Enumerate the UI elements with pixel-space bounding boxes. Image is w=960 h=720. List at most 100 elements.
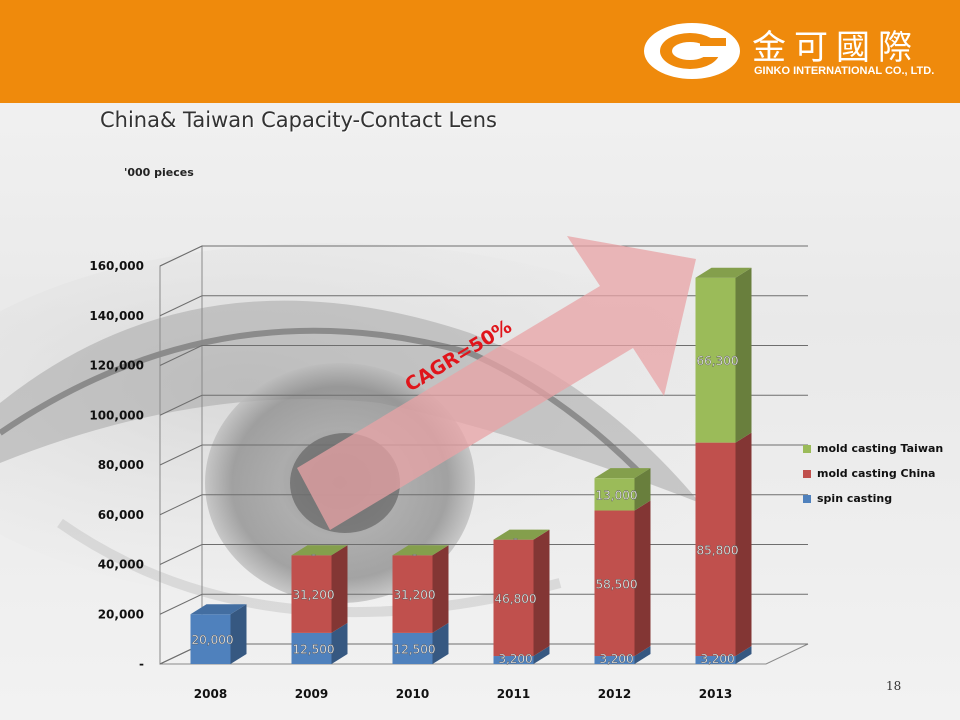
bar-top-2008 [190,604,247,615]
y-tick-label-7: 140,000 [89,309,144,323]
bar-2010-mold-casting-China [392,545,449,633]
data-label-2008-0: 20,000 [192,633,234,647]
bar-2013-mold-casting-Taiwan [695,267,752,443]
bar-front [594,510,635,657]
bar-side [634,646,651,664]
gridline-8 [159,245,808,267]
bar-2013-mold-casting-China [695,432,752,657]
y-tick-label-4: 80,000 [98,458,144,472]
data-label-2010-2: - [412,547,416,561]
bar-side [634,500,651,657]
data-label-2012-0: 3,200 [599,652,633,666]
y-tick-label-5: 100,000 [89,408,144,422]
data-labels: 20,000 12,500 31,200 - 12,500 31,200 - 3,200 46,… [191,354,739,666]
data-label-2012-1: 58,500 [596,577,638,591]
x-tick-label-2012: 2012 [598,687,631,701]
bar-side [432,545,449,633]
y-tick-label-1: 20,000 [98,607,144,621]
data-label-2013-2: 66,300 [697,354,739,368]
y-tick-label-8: 160,000 [89,259,144,273]
legend-item-taiwan: mold casting Taiwan [803,436,943,461]
page-title: China& Taiwan Capacity-Contact Lens [100,108,497,132]
bar-2013-spin-casting [695,646,752,664]
chart-legend: mold casting Taiwan mold casting China s… [803,436,943,511]
legend-label-china: mold casting China [817,467,936,480]
legend-label-spin: spin casting [817,492,893,505]
x-tick-label-2010: 2010 [396,687,429,701]
data-label-2011-0: 3,200 [498,652,532,666]
data-label-2010-0: 12,500 [394,642,436,656]
bar-top-2012 [594,468,651,479]
bar-top-2011 [493,529,550,540]
ginko-logo-icon [644,23,740,79]
bar-side [533,646,550,664]
bar-2011-mold-casting-China [493,529,550,657]
y-tick-label-2: 40,000 [98,558,144,572]
logo-english-name: GINKO INTERNATIONAL CO., LTD. [754,65,935,77]
gridline-4 [159,444,808,466]
x-tick-label-2008: 2008 [194,687,227,701]
y-axis: - 20,000 40,000 60,000 80,000 100,000 120,000 1… [89,259,144,671]
bar-front [190,614,231,664]
bar-front [695,277,736,443]
bar-front [392,555,433,633]
bar-2012-mold-casting-China [594,500,651,657]
bar-top-2013 [695,267,752,278]
bar-top-2009 [291,545,348,556]
legend-swatch-china [803,469,811,478]
bar-front [291,632,332,664]
data-label-2010-1: 31,200 [394,588,436,602]
x-tick-label-2009: 2009 [295,687,328,701]
bar-side [735,432,752,657]
legend-label-taiwan: mold casting Taiwan [817,442,944,455]
data-label-2009-1: 31,200 [293,588,335,602]
bar-front [594,656,635,664]
data-label-2011-1: 46,800 [495,592,537,606]
y-tick-label-3: 60,000 [98,508,144,522]
bar-side [735,267,752,443]
data-label-2012-2: 13,000 [596,488,638,502]
data-label-2009-0: 12,500 [293,642,335,656]
data-label-2009-2: - [311,547,315,561]
x-tick-label-2011: 2011 [497,687,530,701]
bar-2011-spin-casting [493,646,550,664]
legend-item-spin: spin casting [803,486,943,511]
bar-side [735,646,752,664]
bar-top-2010 [392,545,449,556]
page-number: 18 [886,679,902,693]
gridline-5 [159,394,808,416]
bar-front [291,555,332,633]
bar-side [533,529,550,657]
bar-side [634,468,651,511]
y-tick-label-0: - [139,657,144,671]
x-axis: 2008 2009 2010 2011 2012 2013 [194,687,732,701]
bar-2009-mold-casting-China [291,545,348,633]
x-tick-label-2013: 2013 [699,687,732,701]
bar-2009-spin-casting [291,622,348,664]
data-label-2013-1: 85,800 [697,543,739,557]
bar-front [695,656,736,664]
company-logo: 金可國際 GINKO INTERNATIONAL CO., LTD. [642,20,942,82]
bar-side [331,622,348,664]
legend-item-china: mold casting China [803,461,943,486]
legend-swatch-spin [803,494,811,503]
bar-front [594,478,635,511]
legend-swatch-taiwan [803,444,811,453]
data-label-2013-0: 3,200 [700,652,734,666]
bar-2012-spin-casting [594,646,651,664]
bar-2012-mold-casting-Taiwan [594,468,651,511]
chart-bars [190,267,752,664]
bar-2008-spin-casting [190,604,247,664]
header-bar: 金可國際 GINKO INTERNATIONAL CO., LTD. [0,0,960,103]
bar-2010-spin-casting [392,622,449,664]
data-label-2011-2: - [513,532,517,546]
bar-front [695,442,736,657]
y-tick-label-6: 120,000 [89,359,144,373]
logo-chinese-name: 金可國際 [752,28,920,68]
bar-front [493,656,534,664]
bar-side [230,604,247,664]
units-label: '000 pieces [124,166,194,179]
bar-front [392,632,433,664]
bar-front [493,539,534,657]
bar-side [331,545,348,633]
